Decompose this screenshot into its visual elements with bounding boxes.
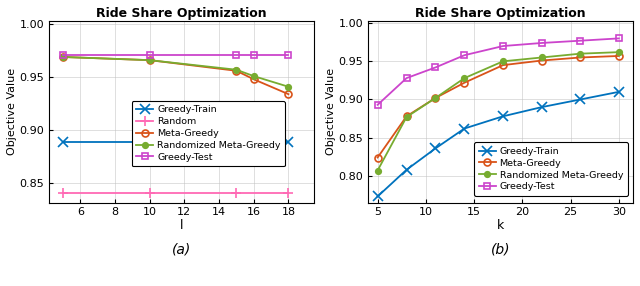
Meta-Greedy [250,78,257,81]
Line: Randomized Meta-Greedy: Randomized Meta-Greedy [60,54,291,90]
Greedy-Test [374,103,381,107]
Greedy-Train [499,115,507,118]
Legend: Greedy-Train, Meta-Greedy, Randomized Meta-Greedy, Greedy-Test: Greedy-Train, Meta-Greedy, Randomized Me… [474,142,628,196]
Meta-Greedy [577,56,584,59]
Randomized Meta-Greedy [499,59,507,63]
Randomized Meta-Greedy [250,74,257,78]
Text: (a): (a) [172,243,191,257]
Greedy-Train [577,98,584,101]
Meta-Greedy [374,156,381,159]
Line: Meta-Greedy: Meta-Greedy [60,53,292,98]
Greedy-Train [431,147,439,150]
Greedy-Train [615,90,623,94]
Randomized Meta-Greedy [615,50,623,54]
Greedy-Test [431,66,439,69]
Random [146,191,154,195]
Greedy-Test [232,53,240,57]
Randomized Meta-Greedy [59,55,67,59]
Random [285,191,292,195]
Meta-Greedy [461,81,468,84]
Greedy-Test [499,44,507,48]
Meta-Greedy [59,55,67,59]
Randomized Meta-Greedy [374,169,381,172]
Random [232,191,240,195]
Greedy-Test [538,41,545,45]
Randomized Meta-Greedy [285,85,292,88]
Greedy-Train [374,195,381,198]
Meta-Greedy [285,92,292,96]
Meta-Greedy [403,115,410,118]
Title: Ride Share Optimization: Ride Share Optimization [415,7,586,20]
Line: Random: Random [58,188,293,198]
Randomized Meta-Greedy [232,68,240,72]
Randomized Meta-Greedy [538,56,545,59]
X-axis label: k: k [497,219,504,232]
Greedy-Train [538,106,545,109]
Meta-Greedy [431,96,439,100]
Meta-Greedy [538,59,545,62]
Legend: Greedy-Train, Random, Meta-Greedy, Randomized Meta-Greedy, Greedy-Test: Greedy-Train, Random, Meta-Greedy, Rando… [131,101,285,166]
Meta-Greedy [499,63,507,67]
Greedy-Test [285,53,292,57]
Randomized Meta-Greedy [146,58,154,62]
Randomized Meta-Greedy [431,96,439,100]
Randomized Meta-Greedy [461,76,468,80]
Line: Greedy-Test: Greedy-Test [374,35,622,108]
X-axis label: l: l [180,219,184,232]
Random [59,191,67,195]
Meta-Greedy [232,69,240,73]
Line: Greedy-Test: Greedy-Test [60,51,292,58]
Meta-Greedy [146,58,154,62]
Greedy-Train [461,127,468,130]
Greedy-Test [59,53,67,57]
Greedy-Test [615,37,623,40]
Title: Ride Share Optimization: Ride Share Optimization [97,7,267,20]
Text: (b): (b) [491,243,510,257]
Greedy-Test [403,76,410,80]
Greedy-Test [577,39,584,42]
Y-axis label: Objective Value: Objective Value [326,68,335,155]
Randomized Meta-Greedy [403,115,410,119]
Randomized Meta-Greedy [577,52,584,55]
Y-axis label: Objective Value: Objective Value [6,68,17,155]
Greedy-Test [250,53,257,57]
Line: Randomized Meta-Greedy: Randomized Meta-Greedy [375,49,621,173]
Greedy-Train [403,168,410,172]
Meta-Greedy [615,54,623,58]
Greedy-Test [461,53,468,57]
Line: Meta-Greedy: Meta-Greedy [374,53,622,161]
Line: Greedy-Train: Greedy-Train [372,87,624,201]
Greedy-Test [146,53,154,57]
